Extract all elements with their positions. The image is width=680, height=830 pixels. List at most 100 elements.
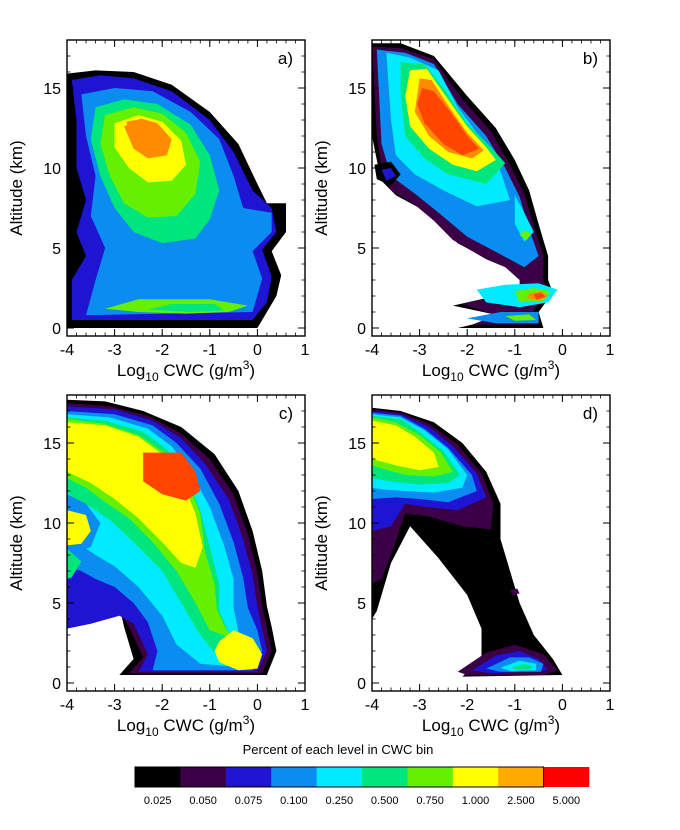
y-tick-label: 0 [52, 676, 61, 693]
colorbar-label: 5.000 [553, 795, 581, 807]
x-tick-label: -4 [60, 697, 74, 714]
x-tick-label: 1 [606, 342, 615, 359]
x-tick-label: -4 [365, 697, 379, 714]
colorbar-cell [452, 767, 499, 787]
contour-region [143, 452, 201, 501]
x-tick-label: 0 [253, 697, 262, 714]
y-tick-label: 5 [52, 596, 61, 613]
contour-region [510, 588, 520, 595]
plot-frame [371, 39, 611, 337]
contour-region [417, 88, 480, 156]
y-tick-label: 10 [43, 516, 61, 533]
colorbar-label: 0.500 [371, 795, 399, 807]
x-axis-label: Log10 CWC (g/m3) [422, 358, 560, 384]
y-axis-label: Altitude (km) [7, 140, 26, 235]
contour-region [533, 292, 546, 300]
y-tick-label: 0 [357, 676, 366, 693]
x-tick-label: -1 [508, 342, 522, 359]
x-tick-label: -1 [508, 697, 522, 714]
x-tick-label: 1 [606, 697, 615, 714]
y-tick-label: 10 [43, 161, 61, 178]
colorbar-label: 0.025 [144, 795, 172, 807]
colorbar-cell [316, 767, 363, 787]
colorbar-label: 0.100 [280, 795, 308, 807]
x-tick-label: -2 [460, 697, 474, 714]
x-tick-label: -3 [412, 342, 426, 359]
contour-region [67, 422, 203, 568]
y-tick-label: 5 [52, 241, 61, 258]
x-tick-label: 1 [301, 342, 310, 359]
y-tick-label: 5 [357, 596, 366, 613]
contour-region [512, 663, 534, 670]
x-tick-label: -1 [203, 342, 217, 359]
contour-region [381, 168, 396, 181]
x-tick-label: -4 [60, 342, 74, 359]
contour-fill-group [67, 70, 286, 329]
colorbar: Percent of each level in CWC bin 0.025 0.… [134, 742, 590, 807]
contour-fill-group [67, 399, 277, 675]
contour-region [147, 304, 225, 312]
contour-fill-group [372, 407, 563, 677]
y-tick-label: 10 [348, 516, 366, 533]
x-tick-label: -2 [460, 342, 474, 359]
x-tick-label: 1 [301, 697, 310, 714]
colorbar-cell [362, 767, 408, 787]
colorbar-cell [407, 767, 454, 787]
contour-region [514, 195, 534, 242]
colorbar-cell [498, 767, 544, 787]
colorbar-label: 1.000 [462, 795, 490, 807]
x-tick-label: 0 [253, 342, 262, 359]
colorbar-cell [180, 767, 227, 787]
plot-frame [66, 394, 306, 692]
colorbar-title: Percent of each level in CWC bin [243, 742, 434, 757]
contour-region [67, 548, 82, 579]
y-tick-label: 15 [43, 436, 61, 453]
x-tick-label: -4 [365, 342, 379, 359]
y-tick-label: 15 [43, 81, 61, 98]
contour-region [505, 314, 537, 321]
x-axis-label: Log10 CWC (g/m3) [117, 358, 255, 384]
contour-region [372, 420, 439, 471]
panel-tag: a) [278, 49, 293, 68]
panel-tag: b) [583, 49, 598, 68]
y-tick-label: 0 [52, 321, 61, 338]
x-tick-label: -2 [155, 697, 169, 714]
colorbar-label: 0.075 [235, 795, 263, 807]
x-tick-label: 0 [558, 342, 567, 359]
x-axis-label: Log10 CWC (g/m3) [422, 713, 560, 739]
x-tick-label: -3 [107, 697, 121, 714]
contour-region [67, 510, 91, 546]
y-axis-label: Altitude (km) [312, 140, 331, 235]
y-tick-label: 5 [357, 241, 366, 258]
colorbar-label: 0.750 [416, 795, 444, 807]
plot-frame [66, 39, 306, 337]
y-tick-label: 10 [348, 161, 366, 178]
contour-region [126, 119, 158, 140]
x-tick-label: -3 [412, 697, 426, 714]
colorbar-cell [135, 767, 181, 787]
y-tick-label: 15 [348, 436, 366, 453]
panel-tag: d) [583, 404, 598, 423]
y-tick-label: 15 [348, 81, 366, 98]
colorbar-label: 0.250 [326, 795, 354, 807]
x-tick-label: 0 [558, 697, 567, 714]
colorbar-cell [543, 767, 590, 787]
plot-frame [371, 394, 611, 692]
colorbar-frame [134, 766, 545, 788]
x-tick-label: -1 [203, 697, 217, 714]
colorbar-label: 0.050 [189, 795, 217, 807]
x-axis-label: Log10 CWC (g/m3) [117, 713, 255, 739]
contour-fill-group [372, 43, 558, 328]
y-axis-label: Altitude (km) [312, 495, 331, 590]
y-tick-label: 0 [357, 321, 366, 338]
panel-tag: c) [279, 404, 293, 423]
colorbar-cell [271, 767, 317, 787]
contour-region [372, 116, 377, 138]
contour-region [214, 630, 263, 671]
colorbar-cell [225, 767, 272, 787]
